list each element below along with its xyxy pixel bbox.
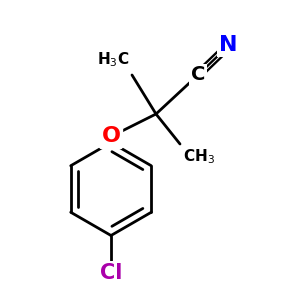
Text: H$_3$C: H$_3$C — [97, 50, 129, 69]
Text: N: N — [219, 35, 237, 55]
Text: C: C — [191, 65, 205, 85]
Text: CH$_3$: CH$_3$ — [183, 147, 215, 166]
Text: O: O — [101, 127, 121, 146]
Text: Cl: Cl — [100, 263, 122, 283]
